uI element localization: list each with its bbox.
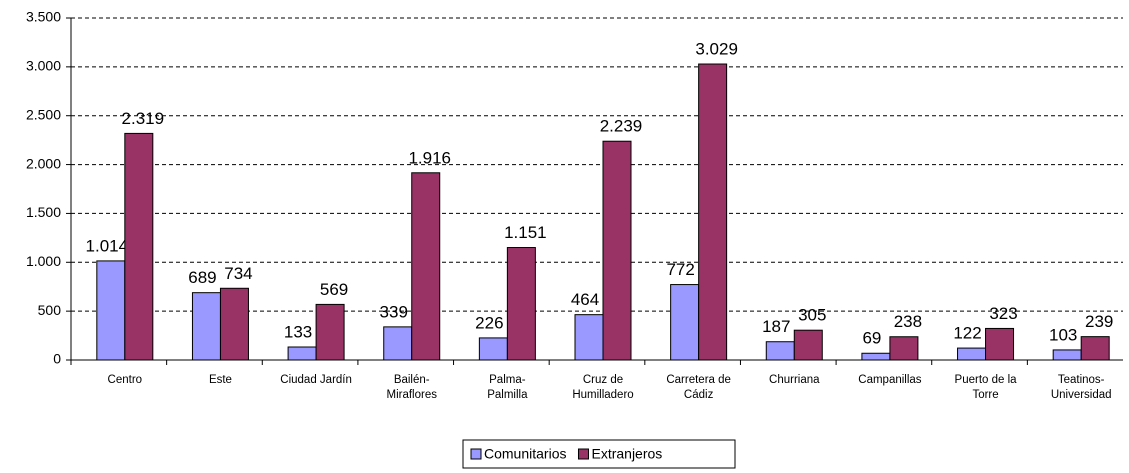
x-tick-label: Carretera de Cádiz — [666, 374, 731, 401]
x-tick-label: Puerto de la Torre — [955, 374, 1018, 401]
value-label: 133 — [284, 322, 312, 341]
bar — [124, 132, 154, 361]
value-label: 569 — [320, 280, 348, 299]
value-label: 1.916 — [408, 148, 451, 167]
bar — [1080, 336, 1110, 361]
y-tick-label: 2.500 — [26, 106, 61, 122]
value-label: 1.014 — [86, 236, 129, 255]
value-label: 226 — [475, 313, 503, 332]
bar — [985, 327, 1015, 361]
bar — [889, 336, 919, 361]
y-tick-label: 1.500 — [26, 204, 61, 220]
x-tick-label: Ciudad Jardín — [280, 374, 352, 386]
bar — [219, 287, 249, 361]
value-label: 464 — [571, 290, 599, 309]
bar — [191, 292, 221, 361]
value-label: 734 — [224, 264, 252, 283]
value-label: 2.239 — [600, 117, 643, 136]
bar — [411, 172, 441, 361]
x-tick-label: Cruz de Humilladero — [572, 374, 633, 401]
bar — [574, 314, 604, 361]
x-tick-label: Teatinos-Universidad — [1051, 374, 1112, 401]
value-label: 103 — [1049, 325, 1077, 344]
value-label: 187 — [762, 317, 790, 336]
value-label: 69 — [862, 329, 881, 348]
legend-label: Comunitarios — [484, 446, 566, 462]
legend-swatch — [577, 448, 589, 460]
value-label: 122 — [953, 324, 981, 343]
value-label: 1.151 — [504, 223, 547, 242]
value-label: 689 — [188, 268, 216, 287]
value-label: 772 — [666, 260, 694, 279]
legend-label: Extranjeros — [591, 446, 662, 462]
legend-box — [462, 439, 736, 469]
value-label: 323 — [989, 304, 1017, 323]
value-label: 3.029 — [695, 40, 738, 59]
bar — [383, 326, 413, 361]
bar — [287, 346, 317, 361]
bar — [315, 303, 345, 361]
bar — [670, 284, 700, 361]
legend-swatch — [470, 448, 482, 460]
bar — [957, 347, 987, 361]
bar — [96, 260, 126, 361]
bar — [793, 329, 823, 361]
x-tick-label: Este — [209, 374, 232, 386]
y-tick-label: 500 — [38, 302, 62, 318]
x-tick-label: Campanillas — [858, 374, 922, 386]
value-label: 339 — [380, 302, 408, 321]
value-label: 305 — [798, 306, 826, 325]
bar — [478, 337, 508, 361]
x-tick-label: Bailén-Miraflores — [386, 374, 437, 401]
value-label: 238 — [894, 312, 922, 331]
x-tick-label: Palma-Palmilla — [487, 374, 528, 401]
bar — [1052, 349, 1082, 361]
x-tick-label: Churriana — [769, 374, 820, 386]
value-label: 239 — [1085, 312, 1113, 331]
bar — [506, 247, 536, 361]
y-tick-label: 0 — [53, 351, 61, 367]
x-tick-label: Centro — [108, 374, 143, 386]
y-tick-label: 3.500 — [26, 9, 61, 25]
value-label: 2.319 — [122, 109, 165, 128]
bar — [602, 140, 632, 361]
bar — [698, 63, 728, 361]
y-tick-label: 2.000 — [26, 155, 61, 171]
y-tick-label: 3.000 — [26, 58, 61, 74]
bar — [765, 341, 795, 361]
y-tick-label: 1.000 — [26, 253, 61, 269]
bar — [861, 352, 891, 361]
